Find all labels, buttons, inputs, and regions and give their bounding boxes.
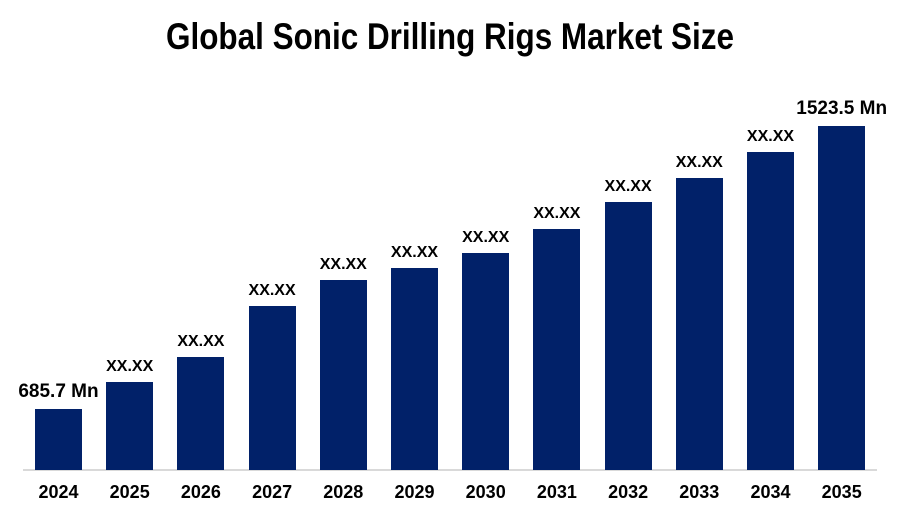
- x-tick-2028: 2028: [323, 482, 364, 502]
- bar-2029: [391, 268, 438, 470]
- x-tick-2027: 2027: [252, 482, 293, 502]
- x-tick-2024: 2024: [38, 482, 79, 502]
- bar-value-label-2034: XX.XX: [746, 128, 795, 146]
- bar-2030: [462, 253, 510, 470]
- x-tick-2026: 2026: [180, 482, 221, 502]
- bar-value-label-2028: XX.XX: [319, 256, 367, 274]
- bar-2025: [106, 382, 154, 470]
- bar-value-label-2030: XX.XX: [462, 229, 510, 247]
- bar-2034: [747, 152, 794, 470]
- x-tick-2029: 2029: [394, 482, 435, 502]
- x-tick-2032: 2032: [608, 482, 649, 502]
- bar-value-label-2031: XX.XX: [533, 205, 581, 223]
- bar-value-label-2029: XX.XX: [390, 244, 439, 262]
- bar-2035: [818, 126, 866, 470]
- bar-2032: [604, 202, 652, 470]
- bar-value-label-2025: XX.XX: [106, 358, 154, 376]
- bar-2031: [533, 229, 581, 470]
- x-tick-2030: 2030: [465, 482, 506, 502]
- bar-value-label-2024: 685.7 Mn: [18, 381, 99, 403]
- x-axis-line: [23, 469, 877, 471]
- bar-value-label-2027: XX.XX: [248, 282, 296, 300]
- bar-2033: [675, 178, 723, 470]
- bar-value-label-2032: XX.XX: [604, 178, 652, 196]
- bar-2026: [177, 357, 225, 470]
- bar-value-label-2033: XX.XX: [675, 154, 723, 172]
- bar-value-label-2035: 1523.5 Mn: [796, 98, 888, 120]
- bar-value-label-2026: XX.XX: [177, 333, 225, 351]
- x-tick-2031: 2031: [536, 482, 577, 502]
- bar-2027: [248, 306, 296, 470]
- chart-title: Global Sonic Drilling Rigs Market Size: [166, 16, 734, 57]
- x-tick-2034: 2034: [750, 482, 791, 502]
- bar-2024: [35, 409, 82, 470]
- bar-2028: [319, 280, 367, 470]
- x-tick-2025: 2025: [109, 482, 150, 502]
- x-tick-2033: 2033: [679, 482, 720, 502]
- x-tick-2035: 2035: [821, 482, 862, 502]
